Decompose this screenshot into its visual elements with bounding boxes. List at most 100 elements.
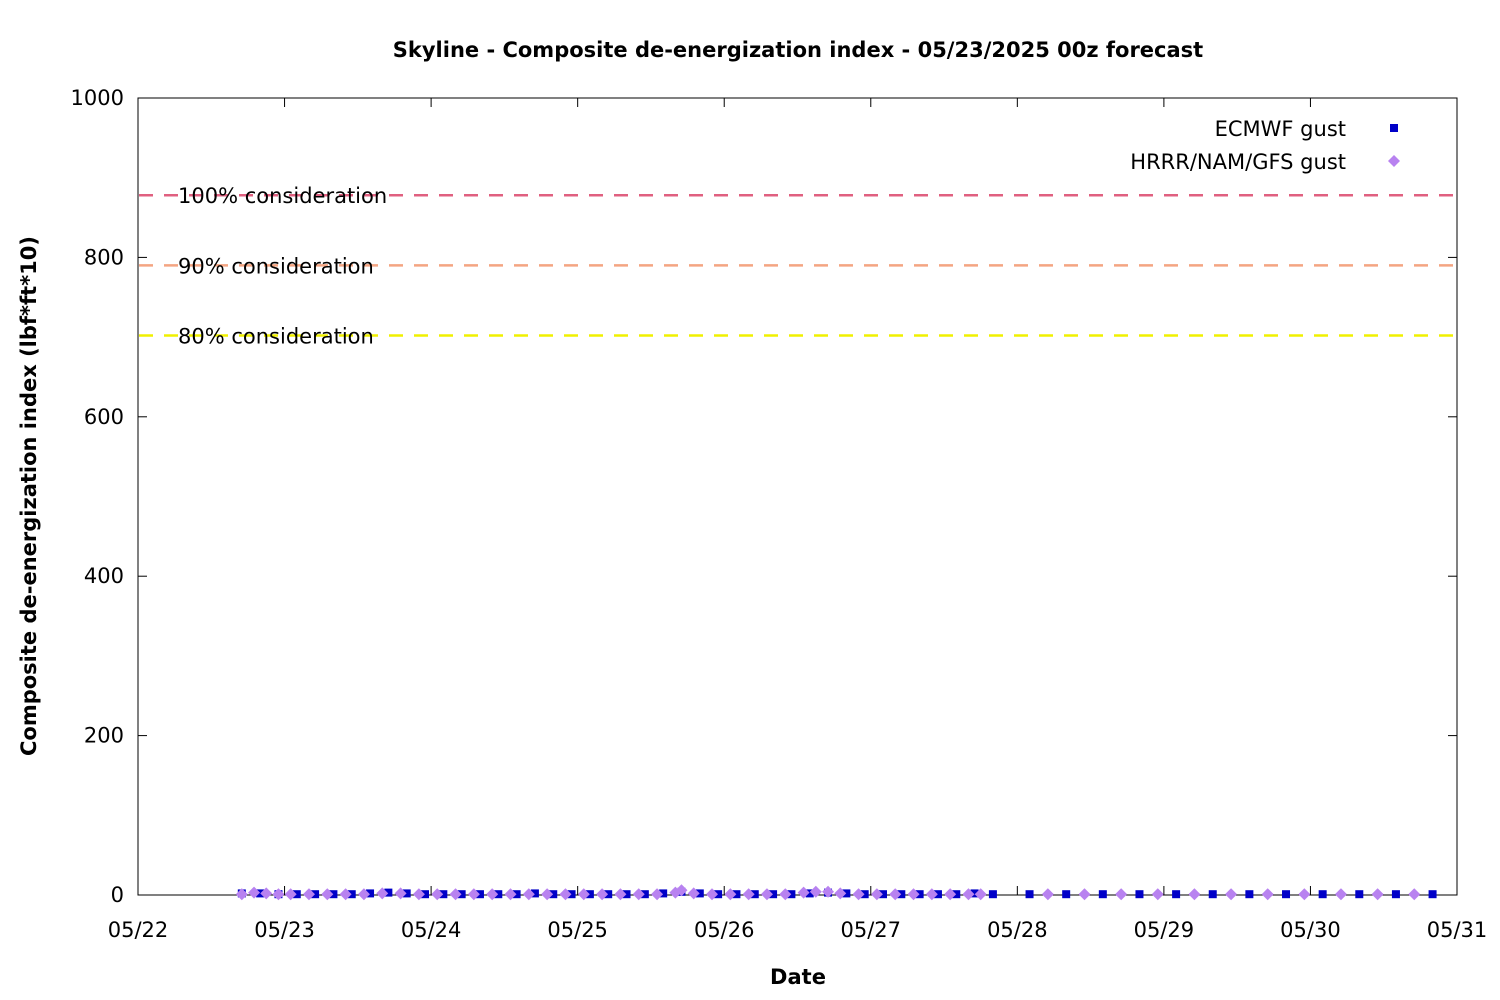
data-point [431, 888, 444, 901]
data-point [915, 890, 924, 899]
x-tick-label: 05/30 [1280, 918, 1341, 942]
data-point [272, 888, 285, 901]
data-point [787, 890, 796, 899]
data-point [779, 888, 792, 901]
data-point [742, 888, 755, 901]
data-point [596, 888, 609, 901]
x-tick-label: 05/27 [841, 918, 902, 942]
data-point [512, 890, 521, 899]
data-point [834, 887, 847, 900]
data-point [302, 888, 315, 901]
x-axis-label: Date [770, 965, 826, 989]
threshold-label: 100% consideration [178, 184, 387, 208]
data-point [1408, 888, 1421, 901]
data-point [1391, 890, 1400, 899]
data-point [357, 888, 370, 901]
data-point [1428, 890, 1437, 899]
data-point [1041, 888, 1054, 901]
axis-ticks: 05/22 05/23 05/24 05/25 05/26 05/27 05/28 05/29… [71, 86, 1488, 942]
data-point [1245, 890, 1254, 899]
data-point [809, 885, 822, 898]
legend-marker [1388, 155, 1400, 167]
data-series [235, 884, 1437, 901]
data-point [1355, 890, 1364, 899]
data-point [878, 890, 887, 899]
data-point [1371, 888, 1384, 901]
data-point [567, 890, 576, 899]
threshold-lines: 100% consideration 90% consideration 80% c… [139, 184, 1456, 349]
x-tick-label: 05/24 [401, 918, 462, 942]
data-point [412, 888, 425, 901]
data-point [1318, 890, 1327, 899]
data-point [1208, 890, 1217, 899]
data-point [347, 890, 356, 899]
data-point [651, 888, 664, 901]
data-point [1098, 890, 1107, 899]
data-point [559, 888, 572, 901]
x-tick-label: 05/29 [1134, 918, 1195, 942]
x-tick-label: 05/26 [694, 918, 755, 942]
data-point [750, 890, 759, 899]
data-point [504, 888, 517, 901]
data-point [457, 890, 466, 899]
data-point [988, 890, 997, 899]
data-point [260, 887, 273, 900]
legend-marker [1390, 124, 1398, 132]
data-point [439, 890, 448, 899]
y-tick-label: 0 [111, 883, 124, 907]
data-point [889, 888, 902, 901]
x-tick-label: 05/22 [108, 918, 169, 942]
data-point [860, 890, 869, 899]
data-point [760, 888, 773, 901]
data-point [549, 890, 558, 899]
data-point [962, 888, 975, 901]
data-point [614, 888, 627, 901]
x-tick-label: 05/28 [987, 918, 1048, 942]
data-point [376, 887, 389, 900]
data-point [1025, 890, 1034, 899]
data-point [256, 889, 265, 898]
data-point [907, 888, 920, 901]
data-point [248, 886, 261, 899]
data-point [522, 888, 535, 901]
data-point [1298, 888, 1311, 901]
data-point [805, 889, 814, 898]
data-point [842, 889, 851, 898]
data-point [714, 890, 723, 899]
data-point [366, 889, 375, 898]
data-point [675, 884, 688, 897]
data-point [292, 890, 301, 899]
data-point [640, 890, 649, 899]
data-point [1062, 890, 1071, 899]
data-point [1261, 888, 1274, 901]
data-point [321, 888, 334, 901]
data-point [632, 888, 645, 901]
data-point [577, 888, 590, 901]
data-point [933, 890, 942, 899]
data-point [467, 888, 480, 901]
data-point [604, 890, 613, 899]
y-tick-label: 1000 [71, 86, 124, 110]
plot-border [137, 97, 1458, 896]
data-point [475, 890, 484, 899]
data-point [1078, 888, 1091, 901]
data-point [449, 888, 462, 901]
data-point [394, 887, 407, 900]
data-point [494, 890, 503, 899]
data-point [585, 890, 594, 899]
y-tick-label: 400 [84, 564, 124, 588]
data-point [1151, 888, 1164, 901]
data-point [235, 888, 248, 901]
legend-label: HRRR/NAM/GFS gust [1130, 150, 1346, 174]
data-point [284, 888, 297, 901]
data-point [622, 890, 631, 899]
data-point [339, 888, 352, 901]
data-point [974, 888, 987, 901]
data-point [769, 890, 778, 899]
threshold-label: 90% consideration [178, 254, 374, 278]
data-point [970, 889, 979, 898]
data-point [530, 889, 539, 898]
x-tick-label: 05/25 [547, 918, 608, 942]
data-point [852, 888, 865, 901]
